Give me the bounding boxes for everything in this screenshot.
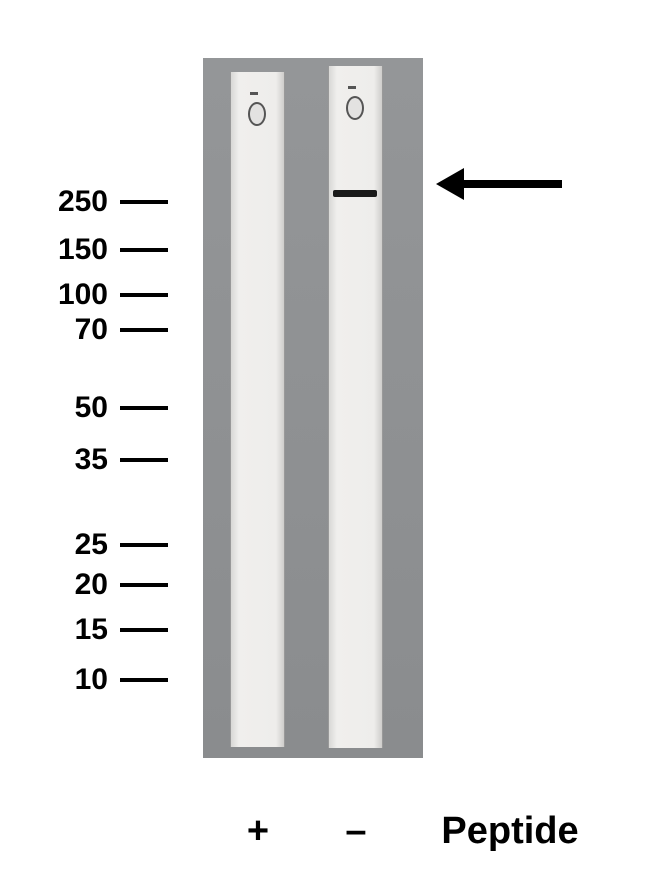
ladder-label: 35 [75, 443, 108, 477]
arrow-head-icon [436, 168, 464, 200]
ladder-tick [120, 200, 168, 204]
ladder-label: 70 [75, 313, 108, 347]
ladder-label: 15 [75, 613, 108, 647]
ladder-label: 25 [75, 528, 108, 562]
ladder-label: 10 [75, 663, 108, 697]
ladder-tick [120, 406, 168, 410]
ladder-tick [120, 583, 168, 587]
well-mark-circle [346, 96, 364, 120]
ladder-tick [120, 628, 168, 632]
membrane-strip [230, 72, 285, 747]
ladder-tick [120, 328, 168, 332]
well-mark-dash [250, 92, 258, 95]
ladder-tick [120, 293, 168, 297]
arrow-shaft [462, 180, 562, 188]
lane-label: Peptide [410, 810, 610, 853]
ladder-tick [120, 248, 168, 252]
ladder-label: 100 [58, 278, 108, 312]
ladder-tick [120, 543, 168, 547]
ladder-label: 20 [75, 568, 108, 602]
western-blot-figure: 25015010070503525201510 +–Peptide [0, 0, 650, 886]
ladder-tick [120, 458, 168, 462]
well-mark-dash [348, 86, 356, 89]
ladder-label: 50 [75, 391, 108, 425]
protein-band [333, 190, 377, 197]
ladder-label: 250 [58, 185, 108, 219]
ladder-label: 150 [58, 233, 108, 267]
well-mark-circle [248, 102, 266, 126]
membrane-strip [328, 66, 383, 748]
ladder-tick [120, 678, 168, 682]
